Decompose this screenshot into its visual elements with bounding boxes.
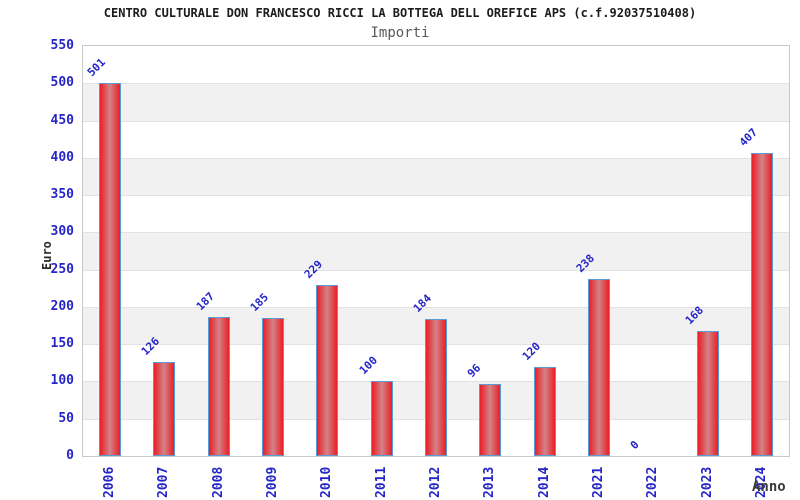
x-tick-label: 2021	[590, 466, 606, 498]
x-tick-label: 2014	[536, 466, 552, 498]
x-tick-label: 2010	[319, 466, 335, 498]
gridline	[83, 120, 789, 122]
bar-2011	[370, 381, 393, 456]
y-tick-label: 0	[66, 448, 74, 463]
y-tick-label: 300	[50, 224, 74, 240]
x-tick-label: 2013	[482, 466, 498, 498]
x-tick-label: 2009	[265, 466, 281, 498]
y-tick-label: 500	[50, 75, 74, 91]
plot-band	[83, 157, 789, 196]
plot-area: 501 126 187 185 229 100 184 96 120 238 0 168 407	[82, 45, 790, 457]
y-tick-label: 450	[50, 112, 74, 128]
bar-value-label: 501	[84, 55, 109, 79]
bar-2008	[207, 316, 230, 456]
plot-band	[83, 83, 789, 121]
x-tick-label: 2007	[156, 466, 172, 498]
bar-value-label: 407	[736, 125, 760, 149]
bar-2021	[587, 278, 610, 456]
chart-subtitle: Importi	[370, 25, 430, 41]
y-tick-label: 100	[50, 373, 74, 389]
x-tick-label: 2022	[645, 466, 661, 498]
y-tick-label: 350	[50, 187, 74, 203]
y-tick-label: 50	[58, 410, 74, 426]
bar-value-label: 100	[356, 354, 380, 378]
gridline	[83, 232, 789, 234]
x-tick-label: 2006	[102, 466, 118, 498]
x-axis-title: Anno	[752, 479, 786, 495]
x-tick-label: 2008	[210, 466, 226, 498]
bar-2024	[750, 152, 773, 456]
x-tick-label: 2012	[428, 466, 443, 498]
bar-value-label: 96	[465, 361, 484, 381]
y-axis-title: Euro	[40, 241, 54, 270]
bar-2009	[262, 318, 285, 456]
bar-2023	[696, 330, 719, 456]
y-tick-label: 250	[50, 261, 74, 277]
gridline	[83, 195, 789, 197]
y-tick-label: 550	[50, 38, 74, 53]
x-tick-label: 2023	[699, 466, 715, 498]
chart-title: CENTRO CULTURALE DON FRANCESCO RICCI LA …	[103, 6, 697, 20]
y-tick-label: 200	[50, 298, 74, 314]
bar-2006	[99, 82, 122, 456]
gridline	[83, 306, 789, 308]
bar-2007	[153, 362, 176, 456]
y-tick-label: 150	[50, 336, 74, 352]
bar-2012	[425, 318, 447, 456]
bar-2010	[316, 285, 339, 456]
gridline	[83, 83, 789, 85]
bar-2013	[479, 384, 502, 456]
x-tick-label: 2011	[373, 466, 389, 498]
bar-value-label: 0	[628, 438, 642, 452]
bar-2014	[533, 366, 556, 456]
gridline	[83, 157, 789, 159]
y-tick-label: 400	[50, 149, 74, 165]
gridline	[83, 269, 789, 271]
plot-band	[83, 232, 789, 270]
